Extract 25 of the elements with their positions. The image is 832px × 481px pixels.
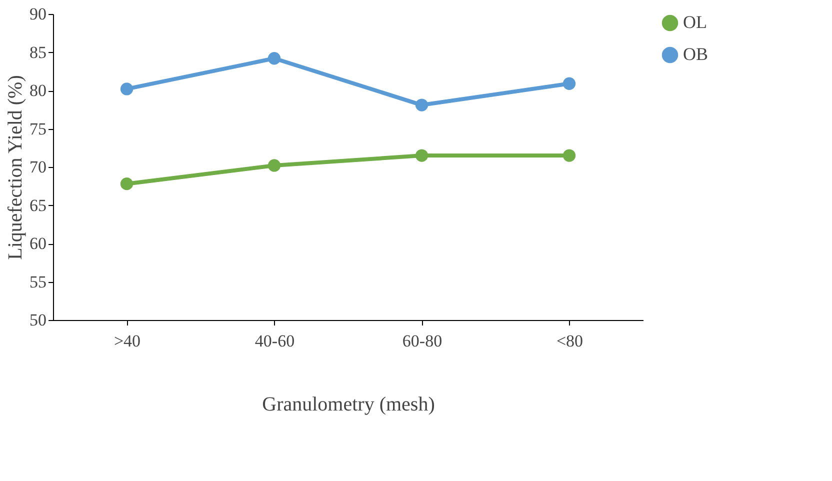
point bbox=[268, 159, 281, 172]
legend-label: OB bbox=[683, 44, 708, 64]
x-tick-label: 60-80 bbox=[402, 332, 442, 350]
point bbox=[120, 178, 134, 190]
x-tick-label: >40 bbox=[114, 332, 141, 350]
legend-label: OL bbox=[683, 12, 707, 32]
y-tick-label: 70 bbox=[30, 158, 46, 176]
point bbox=[562, 77, 576, 90]
y-tick-label: 65 bbox=[30, 196, 46, 215]
y-tick-label: 55 bbox=[30, 272, 46, 292]
x-tick-label: 40-60 bbox=[254, 332, 295, 350]
x-axis-title: Granulometry (mesh) bbox=[262, 394, 435, 416]
y-axis-title: Liquefection Yield (%) bbox=[4, 75, 26, 260]
y-tick-label: 75 bbox=[30, 119, 46, 138]
y-tick-label: 60 bbox=[30, 234, 46, 253]
point bbox=[268, 52, 281, 65]
y-tick-label: 90 bbox=[30, 4, 46, 24]
point bbox=[415, 98, 428, 112]
x-tick-label: <80 bbox=[556, 332, 584, 350]
point bbox=[562, 149, 576, 162]
point bbox=[120, 82, 134, 96]
y-tick-label: 85 bbox=[30, 42, 46, 62]
y-tick-label: 80 bbox=[30, 81, 46, 100]
point bbox=[415, 149, 428, 162]
y-tick-label: 50 bbox=[30, 310, 46, 330]
